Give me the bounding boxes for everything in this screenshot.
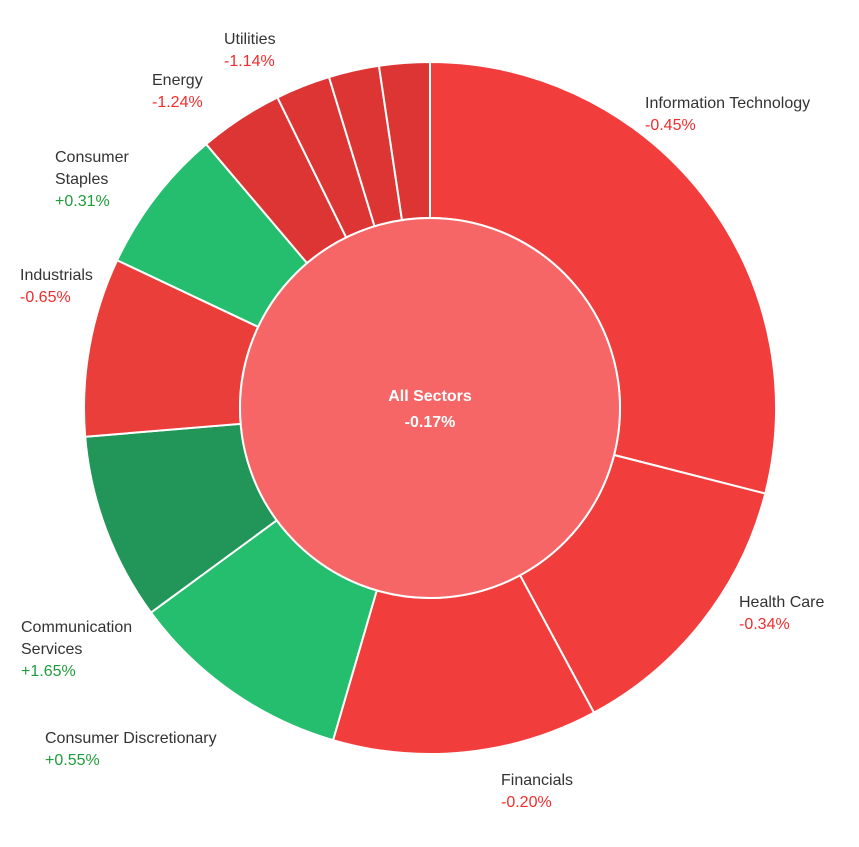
center-disc[interactable]: [239, 217, 621, 599]
label-industrials-change: -0.65%: [20, 289, 71, 306]
label-financials-name-line: Financials: [501, 772, 573, 789]
labels-layer: Information Technology -0.45% Health Care -…: [20, 31, 824, 811]
label-info-tech-name-line: Information Technology: [645, 95, 810, 112]
label-communication-services-change: +1.65%: [21, 663, 76, 680]
label-consumer-staples-name-line: Consumer: [55, 149, 129, 166]
label-info-tech-change: -0.45%: [645, 117, 696, 134]
label-health-care-name-line: Health Care: [739, 594, 824, 611]
label-utilities-name: Utilities: [224, 31, 276, 48]
label-info-tech-name: Information Technology: [645, 95, 810, 112]
label-consumer-discretionary-change: +0.55%: [45, 752, 100, 769]
label-industrials-name: Industrials: [20, 267, 93, 284]
label-energy-name: Energy: [152, 72, 203, 89]
center-title: All Sectors: [388, 388, 472, 405]
label-communication-services-name-line: Communication: [21, 619, 132, 636]
label-consumer-discretionary-name: Consumer Discretionary: [45, 730, 217, 747]
label-communication-services-name-line: Services: [21, 641, 82, 658]
segments-layer: [83, 60, 777, 755]
label-consumer-discretionary-name-line: Consumer Discretionary: [45, 730, 217, 747]
label-financials-change: -0.20%: [501, 794, 552, 811]
label-energy-name-line: Energy: [152, 72, 203, 89]
label-industrials-name-line: Industrials: [20, 267, 93, 284]
label-consumer-staples-name-line: Staples: [55, 171, 108, 188]
label-health-care-name: Health Care: [739, 594, 824, 611]
label-consumer-staples-name: Consumer Staples: [55, 149, 129, 188]
label-utilities-change: -1.14%: [224, 53, 275, 70]
label-health-care-change: -0.34%: [739, 616, 790, 633]
label-communication-services-name: Communication Services: [21, 619, 132, 658]
label-utilities-name-line: Utilities: [224, 31, 276, 48]
label-financials-name: Financials: [501, 772, 573, 789]
label-energy-change: -1.24%: [152, 94, 203, 111]
label-consumer-staples-change: +0.31%: [55, 193, 110, 210]
center-change: -0.17%: [405, 414, 456, 431]
